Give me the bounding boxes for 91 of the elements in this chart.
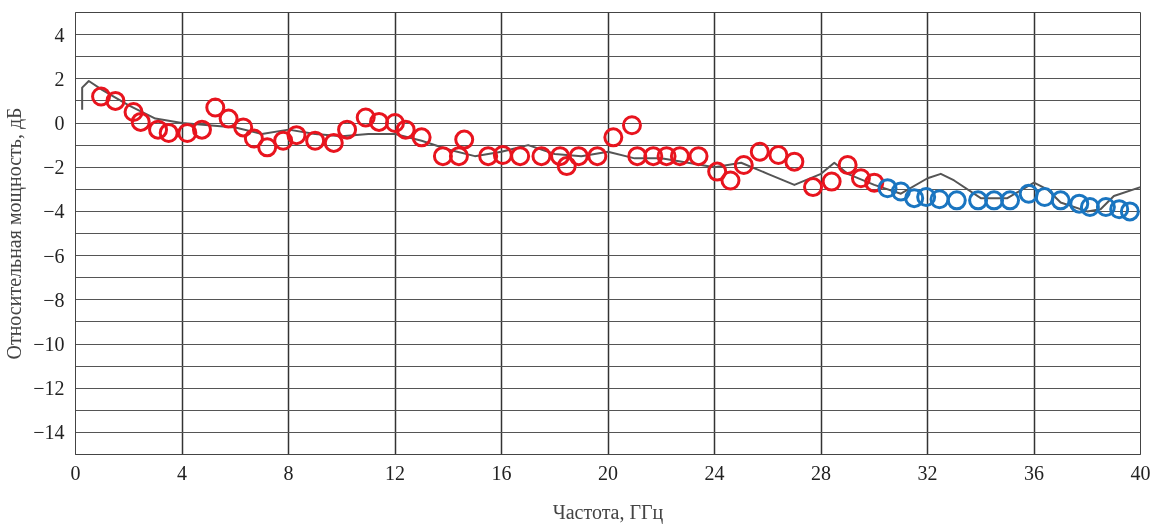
point <box>984 190 1005 211</box>
y-tick-label: −2 <box>43 156 65 179</box>
y-tick-label: 0 <box>54 112 65 134</box>
y-tick-label: −14 <box>33 421 65 444</box>
point <box>1069 193 1090 214</box>
y-axis-title: Относительная мощность, дБ <box>3 107 27 360</box>
x-tick-label: 20 <box>598 461 618 484</box>
point <box>411 127 432 148</box>
point <box>688 146 709 167</box>
point <box>257 137 278 158</box>
point <box>177 122 198 143</box>
point <box>478 146 499 167</box>
point <box>510 146 531 167</box>
point <box>656 146 677 167</box>
x-tick-label: 40 <box>1130 461 1151 484</box>
point <box>877 178 898 199</box>
point <box>273 130 294 151</box>
point <box>337 119 358 140</box>
point <box>821 171 842 192</box>
point <box>768 145 789 166</box>
point <box>803 177 824 198</box>
x-tick-label: 4 <box>177 461 187 484</box>
point <box>123 101 144 122</box>
point <box>784 151 805 172</box>
point <box>91 86 112 107</box>
point <box>448 146 469 167</box>
point <box>850 168 871 189</box>
point <box>1034 187 1055 208</box>
point <box>550 146 571 167</box>
point <box>603 127 624 148</box>
point <box>1018 183 1039 204</box>
point <box>323 132 344 153</box>
point <box>1050 190 1071 211</box>
x-tick-label: 24 <box>704 461 725 484</box>
point <box>432 146 453 167</box>
point <box>946 190 967 211</box>
y-tick-label: 2 <box>54 67 65 90</box>
point <box>205 97 226 118</box>
point <box>492 145 513 166</box>
x-tick-label: 0 <box>70 461 81 484</box>
point <box>587 146 608 167</box>
point <box>643 146 664 167</box>
point <box>568 146 589 167</box>
y-tick-label: −8 <box>43 288 65 311</box>
point <box>720 170 741 191</box>
x-tick-label: 16 <box>491 461 512 484</box>
point <box>621 115 642 136</box>
x-axis-title: Частота, ГГц <box>552 500 664 524</box>
point <box>218 108 239 129</box>
x-tick-label: 28 <box>811 461 831 484</box>
point <box>1109 199 1130 220</box>
point <box>929 189 950 210</box>
x-tick-label: 12 <box>385 461 405 484</box>
y-tick-label: −12 <box>33 377 65 400</box>
point <box>243 128 264 149</box>
y-tick-label: −10 <box>33 333 65 355</box>
point <box>1119 201 1140 222</box>
point <box>305 130 326 151</box>
point <box>385 113 405 133</box>
point <box>733 155 754 175</box>
point <box>148 119 169 140</box>
x-tick-label: 36 <box>1024 461 1044 484</box>
point <box>890 181 911 202</box>
x-tick-label: 8 <box>283 461 294 484</box>
point <box>669 146 690 167</box>
point <box>395 119 416 140</box>
point <box>233 117 254 138</box>
point <box>191 119 212 140</box>
point <box>1095 197 1116 217</box>
point <box>1079 197 1100 217</box>
y-tick-label: 4 <box>54 23 65 46</box>
point <box>158 122 179 143</box>
point <box>707 161 728 182</box>
y-tick-label: −4 <box>43 200 65 223</box>
x-tick-label: 32 <box>917 461 938 484</box>
point <box>355 107 376 128</box>
point <box>369 111 390 132</box>
point <box>130 111 151 132</box>
point <box>837 155 858 175</box>
point <box>627 146 648 167</box>
y-tick-label: −6 <box>43 244 65 267</box>
point <box>904 188 925 209</box>
point <box>1000 190 1021 211</box>
point <box>968 190 989 211</box>
point <box>286 125 307 146</box>
point <box>916 187 937 208</box>
point <box>531 146 552 167</box>
point <box>749 141 770 162</box>
point <box>454 129 475 150</box>
point <box>556 156 577 177</box>
point <box>105 90 126 111</box>
